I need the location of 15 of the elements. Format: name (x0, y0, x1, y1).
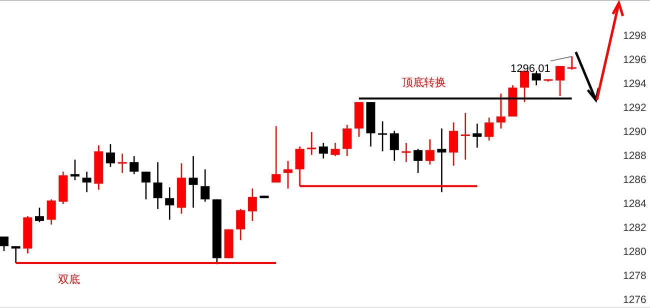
annotation: 顶底转换 (402, 77, 446, 89)
ytick: 1282 (623, 222, 646, 234)
ytick: 1280 (623, 246, 646, 258)
ytick: 1288 (623, 150, 646, 162)
ytick: 1284 (623, 198, 646, 210)
ytick: 1276 (623, 294, 646, 306)
ytick: 1278 (623, 270, 646, 282)
ytick: 1290 (623, 126, 646, 138)
ytick: 1292 (623, 102, 646, 114)
ytick: 1294 (623, 78, 646, 90)
ytick: 1286 (623, 174, 646, 186)
annotation: 双底 (58, 274, 80, 286)
ytick: 1298 (623, 30, 646, 42)
ytick: 1296 (623, 54, 646, 66)
annotation: 1296.01 (510, 63, 550, 75)
